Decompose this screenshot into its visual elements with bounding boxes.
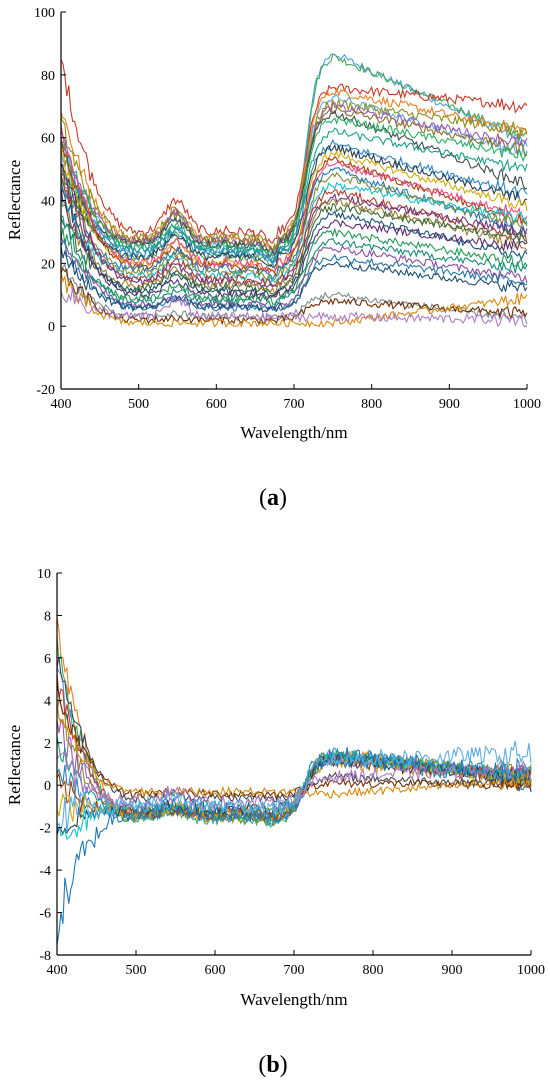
x-tick-label: 700 [284,963,305,978]
chart-a-series-line-2 [60,53,528,270]
chart-b-y-axis-title: Reflectance [5,725,24,805]
chart-a-series-line-24 [60,188,528,299]
x-tick-label: 600 [205,963,226,978]
y-tick-label: 40 [41,195,55,210]
chart-a-series-line-19 [60,181,528,285]
y-tick-label: 6 [44,652,51,667]
chart-a-series-line-26 [60,227,528,306]
chart-a-series-line-8 [60,107,528,252]
chart-a-series-line-3 [60,59,528,244]
chart-a-series-line-10 [60,115,528,259]
chart-panel-a: 400 500 600 700 800 900 1000 -20 0 20 40 60 80 100 Wa… [5,6,541,511]
chart-a-series-line-25 [60,187,528,303]
chart-a-series-line-33 [60,272,528,329]
x-tick-label: 500 [128,397,149,412]
chart-b-series-line-14 [56,657,532,804]
chart-b-series-line-16 [56,703,532,799]
y-tick-label: -6 [39,907,51,922]
y-tick-label: 80 [41,69,55,84]
chart-a-ticks: 400 500 600 700 800 900 1000 -20 0 20 40 60 80 100 [34,6,541,412]
chart-a-y-axis-title: Reflectance [5,160,24,240]
chart-a-series-line-16 [60,124,528,275]
y-tick-label: 0 [44,779,51,794]
y-tick-label: -4 [39,864,51,879]
chart-b-ticks: 400 500 600 700 800 900 1000 -8 -6 -4 -2 0 2 4 6 8 10 [37,567,545,978]
chart-b-series-line-18 [56,740,532,833]
y-tick-label: 60 [41,132,55,147]
y-tick-label: 4 [44,694,51,709]
y-tick-label: -20 [36,383,55,398]
chart-a-series-line-18 [60,167,528,282]
x-tick-label: 900 [442,963,463,978]
x-tick-label: 400 [51,397,72,412]
x-tick-label: 700 [284,397,305,412]
chart-a-panel-label: (a) [259,485,287,511]
chart-b-x-axis-title: Wavelength/nm [240,990,347,1009]
chart-a-series-line-30 [60,245,528,313]
y-tick-label: 0 [48,320,55,335]
chart-panel-b: 400 500 600 700 800 900 1000 -8 -6 -4 -2 0 2 4 6 8 10 Wa… [5,567,545,1078]
y-tick-label: -2 [39,822,51,837]
x-tick-label: 800 [363,963,384,978]
y-tick-label: 10 [37,567,51,582]
chart-a-series-line-13 [60,144,527,268]
chart-b-series-group [56,617,532,945]
y-tick-label: 100 [34,6,55,21]
x-tick-label: 900 [439,397,460,412]
x-tick-label: 1000 [517,963,545,978]
chart-b-series-line-15 [56,682,532,801]
x-tick-label: 400 [47,963,68,978]
chart-a-series-line-34 [60,286,528,328]
chart-a-x-axis-title: Wavelength/nm [240,423,347,442]
x-tick-label: 500 [126,963,147,978]
chart-a-series-line-29 [60,238,528,313]
y-tick-label: 2 [44,737,51,752]
y-tick-label: 8 [44,609,51,624]
x-tick-label: 800 [361,397,382,412]
chart-a-series-line-17 [60,166,528,281]
chart-a-series-line-27 [60,215,528,308]
chart-a-series-line-23 [60,202,527,297]
chart-a-series-group [60,53,528,329]
chart-a-series-line-11 [60,127,528,264]
x-tick-label: 600 [206,397,227,412]
x-tick-label: 1000 [513,397,541,412]
chart-a-series-line-21 [60,162,528,289]
chart-a-series-line-9 [60,109,528,258]
y-tick-label: -8 [39,949,51,964]
y-tick-label: 20 [41,257,55,272]
chart-b-panel-label: (b) [258,1052,287,1078]
